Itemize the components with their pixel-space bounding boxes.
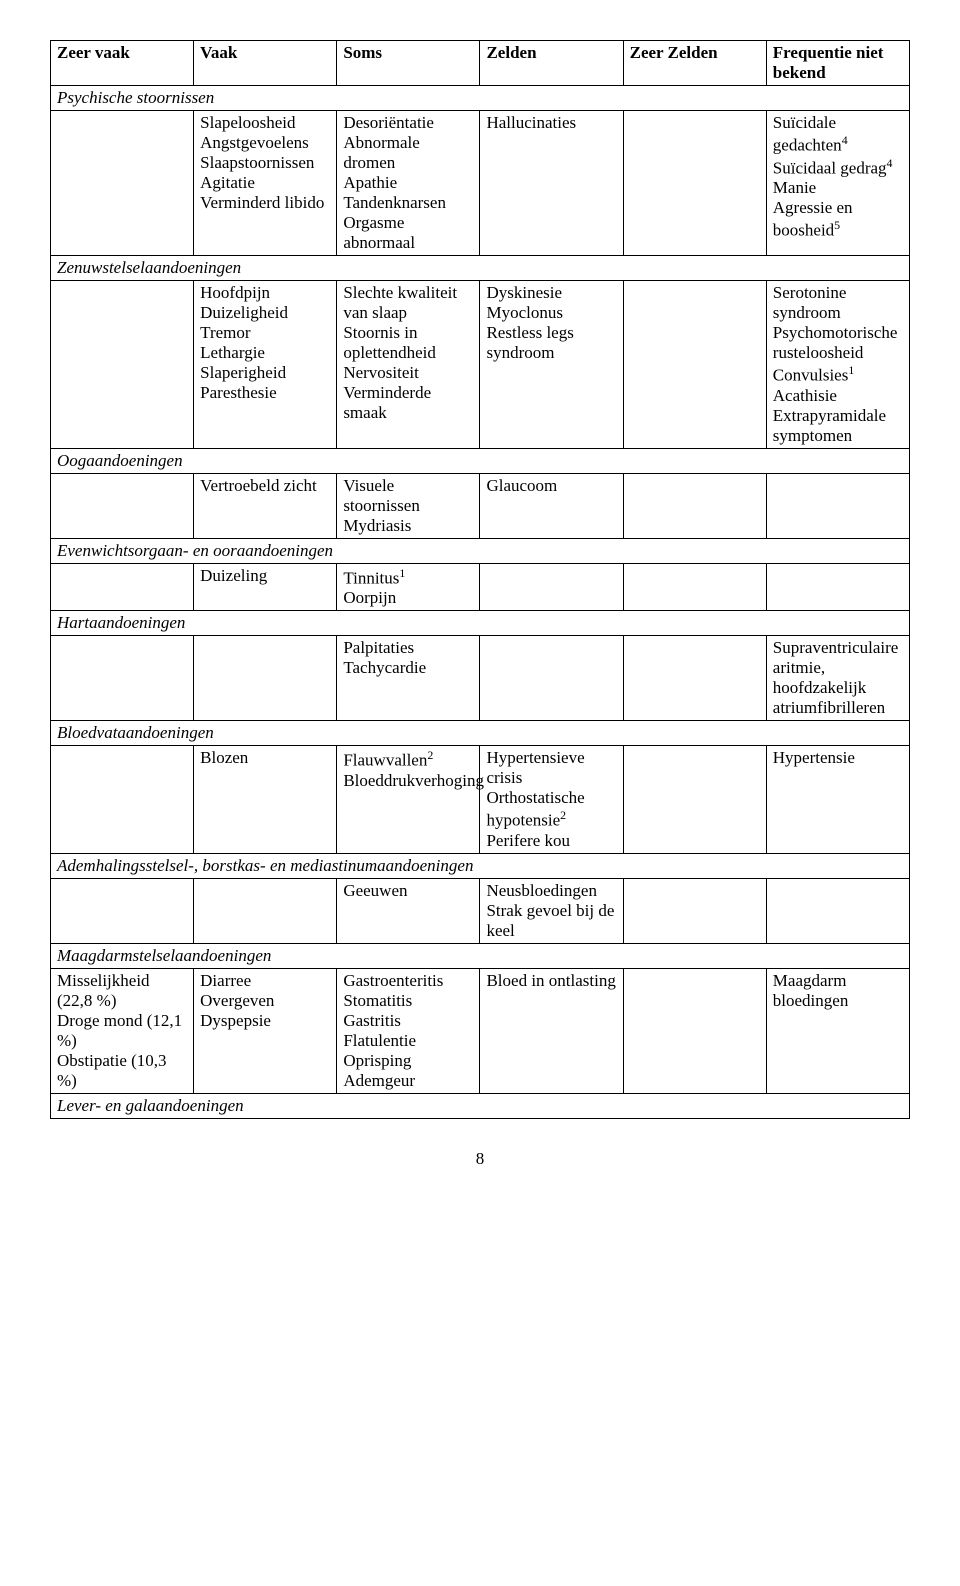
table-cell: [51, 111, 194, 256]
table-cell: [51, 281, 194, 449]
table-cell: GastroenteritisStomatitisGastritisFlatul…: [337, 968, 480, 1093]
table-cell: [623, 563, 766, 611]
table-cell: Suïcidale gedachten4Suïcidaal gedrag4Man…: [766, 111, 909, 256]
table-cell: [766, 878, 909, 943]
table-cell: [766, 563, 909, 611]
table-cell: PalpitatiesTachycardie: [337, 636, 480, 721]
col-header: Zelden: [480, 41, 623, 86]
section-title: Ademhalingsstelsel-, borstkas- en medias…: [51, 853, 910, 878]
table-cell: [51, 563, 194, 611]
section-title: Zenuwstelselaandoeningen: [51, 256, 910, 281]
table-cell: Duizeling: [194, 563, 337, 611]
table-row: BlozenFlauwvallen2BloeddrukverhogingHype…: [51, 746, 910, 854]
table-cell: Flauwvallen2Bloeddrukverhoging: [337, 746, 480, 854]
table-cell: [194, 636, 337, 721]
section-header-row: Ademhalingsstelsel-, borstkas- en medias…: [51, 853, 910, 878]
table-cell: Slechte kwaliteit van slaapStoornis in o…: [337, 281, 480, 449]
section-header-row: Hartaandoeningen: [51, 611, 910, 636]
table-row: DuizelingTinnitus1Oorpijn: [51, 563, 910, 611]
section-title: Maagdarmstelselaandoeningen: [51, 943, 910, 968]
table-cell: [623, 968, 766, 1093]
table-cell: [51, 878, 194, 943]
table-cell: [623, 636, 766, 721]
section-header-row: Maagdarmstelselaandoeningen: [51, 943, 910, 968]
table-cell: DiarreeOvergevenDyspepsie: [194, 968, 337, 1093]
table-row: PalpitatiesTachycardie Supraventriculaire…: [51, 636, 910, 721]
col-header: Vaak: [194, 41, 337, 86]
table-cell: [623, 746, 766, 854]
page-number: 8: [50, 1149, 910, 1169]
table-cell: [623, 281, 766, 449]
section-header-row: Evenwichtsorgaan- en ooraandoeningen: [51, 538, 910, 563]
section-header-row: Lever- en galaandoeningen: [51, 1093, 910, 1118]
table-cell: [480, 636, 623, 721]
table-cell: [766, 473, 909, 538]
section-title: Bloedvataandoeningen: [51, 721, 910, 746]
table-cell: SlapeloosheidAngstgevoelensSlaapstoornis…: [194, 111, 337, 256]
table-cell: [623, 473, 766, 538]
table-cell: [51, 473, 194, 538]
table-cell: Serotonine syndroomPsychomotorische rust…: [766, 281, 909, 449]
section-title: Lever- en galaandoeningen: [51, 1093, 910, 1118]
table-cell: Glaucoom: [480, 473, 623, 538]
table-row: GeeuwenNeusbloedingenStrak gevoel bij de…: [51, 878, 910, 943]
section-title: Oogaandoeningen: [51, 448, 910, 473]
table-cell: Visuele stoornissenMydriasis: [337, 473, 480, 538]
section-title: Hartaandoeningen: [51, 611, 910, 636]
section-title: Psychische stoornissen: [51, 86, 910, 111]
table-cell: Vertroebeld zicht: [194, 473, 337, 538]
col-header: Zeer Zelden: [623, 41, 766, 86]
section-header-row: Bloedvataandoeningen: [51, 721, 910, 746]
table-row: SlapeloosheidAngstgevoelensSlaapstoornis…: [51, 111, 910, 256]
table-cell: Hallucinaties: [480, 111, 623, 256]
table-cell: [623, 878, 766, 943]
table-cell: Hypertensieve crisisOrthostatische hypot…: [480, 746, 623, 854]
table-cell: NeusbloedingenStrak gevoel bij de keel: [480, 878, 623, 943]
table-cell: [623, 111, 766, 256]
table-cell: DesoriëntatieAbnormale dromenApathieTand…: [337, 111, 480, 256]
col-header: Soms: [337, 41, 480, 86]
table-cell: Misselijkheid (22,8 %)Droge mond (12,1 %…: [51, 968, 194, 1093]
section-header-row: Zenuwstelselaandoeningen: [51, 256, 910, 281]
section-header-row: Oogaandoeningen: [51, 448, 910, 473]
table-row: Misselijkheid (22,8 %)Droge mond (12,1 %…: [51, 968, 910, 1093]
table-cell: Maagdarm bloedingen: [766, 968, 909, 1093]
table-cell: [480, 563, 623, 611]
section-header-row: Psychische stoornissen: [51, 86, 910, 111]
table-cell: Supraventriculaire aritmie, hoofdzakelij…: [766, 636, 909, 721]
table-cell: [194, 878, 337, 943]
table-cell: Tinnitus1Oorpijn: [337, 563, 480, 611]
table-cell: Hypertensie: [766, 746, 909, 854]
section-title: Evenwichtsorgaan- en ooraandoeningen: [51, 538, 910, 563]
table-cell: Geeuwen: [337, 878, 480, 943]
table-row: HoofdpijnDuizeligheidTremorLethargieSlap…: [51, 281, 910, 449]
table-cell: Blozen: [194, 746, 337, 854]
table-cell: [51, 636, 194, 721]
header-row: Zeer vaak Vaak Soms Zelden Zeer Zelden F…: [51, 41, 910, 86]
side-effects-table: Zeer vaak Vaak Soms Zelden Zeer Zelden F…: [50, 40, 910, 1119]
col-header: Frequentie niet bekend: [766, 41, 909, 86]
col-header: Zeer vaak: [51, 41, 194, 86]
table-row: Vertroebeld zichtVisuele stoornissenMydr…: [51, 473, 910, 538]
table-cell: [51, 746, 194, 854]
table-cell: DyskinesieMyoclonusRestless legs syndroo…: [480, 281, 623, 449]
table-cell: Bloed in ontlasting: [480, 968, 623, 1093]
table-cell: HoofdpijnDuizeligheidTremorLethargieSlap…: [194, 281, 337, 449]
